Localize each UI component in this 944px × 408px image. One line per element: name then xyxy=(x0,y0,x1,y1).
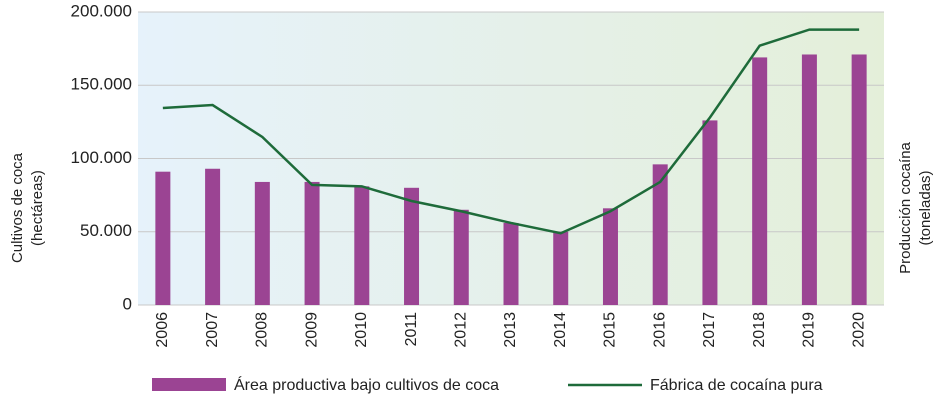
x-tick-label: 2019 xyxy=(801,312,818,348)
legend-swatch xyxy=(152,378,226,391)
y-axis-label: (hectáreas) xyxy=(29,170,46,246)
bar xyxy=(155,171,171,305)
bar xyxy=(503,222,519,305)
bar xyxy=(702,120,718,305)
bar xyxy=(254,181,270,305)
x-tick-label: 2009 xyxy=(303,312,320,348)
bar xyxy=(404,187,420,305)
x-tick-label: 2018 xyxy=(751,312,768,348)
y-tick-label: 0 xyxy=(123,294,132,313)
y-tick-label: 150.000 xyxy=(71,75,132,94)
bar xyxy=(354,186,370,305)
x-tick-label: 2011 xyxy=(403,312,420,347)
x-tick-label: 2008 xyxy=(254,312,271,348)
y2-axis-label: Producción cocaína xyxy=(897,141,914,273)
bar xyxy=(652,164,668,305)
x-tick-label: 2014 xyxy=(552,312,569,348)
bar xyxy=(205,168,221,305)
y-tick-label: 200.000 xyxy=(71,1,132,20)
x-tick-label: 2013 xyxy=(502,312,519,348)
x-tick-label: 2010 xyxy=(353,312,370,348)
y-tick-label: 50.000 xyxy=(80,221,132,240)
bar xyxy=(602,208,618,305)
y-tick-label: 100.000 xyxy=(71,148,132,167)
bar xyxy=(851,54,867,305)
x-tick-label: 2006 xyxy=(154,312,171,348)
bar xyxy=(453,209,469,305)
bar xyxy=(801,54,817,305)
x-tick-label: 2012 xyxy=(452,312,469,348)
line xyxy=(162,28,860,235)
bar xyxy=(304,181,320,305)
x-tick-label: 2020 xyxy=(850,312,867,348)
legend-label: Fábrica de cocaína pura xyxy=(650,377,823,394)
bar xyxy=(752,57,768,305)
x-tick-label: 2016 xyxy=(651,312,668,348)
x-tick-label: 2017 xyxy=(701,312,718,348)
legend-label: Área productiva bajo cultivos de coca xyxy=(234,375,499,394)
bar xyxy=(553,231,569,305)
x-tick-label: 2015 xyxy=(602,312,619,348)
y-axis-label: Cultivos de coca xyxy=(9,152,26,263)
x-tick-label: 2007 xyxy=(204,312,221,348)
y2-axis-label: (toneladas) xyxy=(917,170,934,245)
